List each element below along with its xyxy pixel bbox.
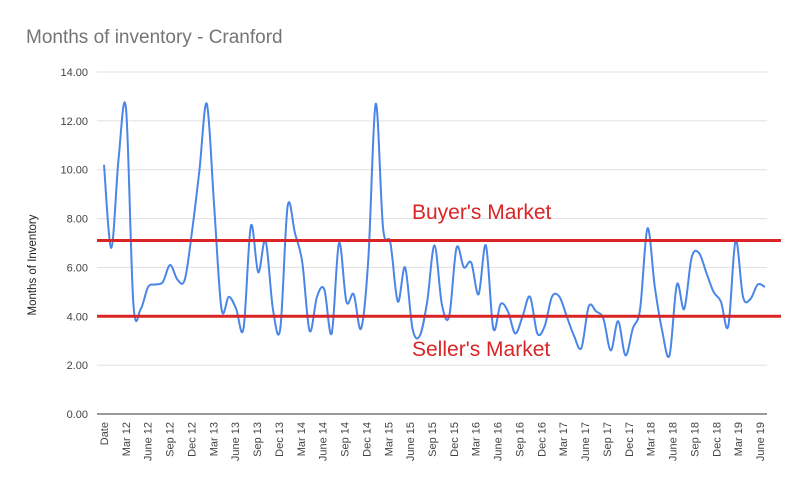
x-tick-label: June 15 [405,422,417,461]
x-tick-label: Dec 16 [536,422,548,457]
x-tick-label: Date [99,422,111,445]
x-tick-label: Dec 12 [186,422,198,457]
x-tick-label: June 17 [580,422,592,461]
x-tick-label: Mar 12 [121,422,133,456]
x-tick-label: Mar 18 [646,422,658,456]
y-tick-label: 12.00 [60,116,88,128]
y-tick-label: 10.00 [60,165,88,177]
x-tick-label: June 14 [318,422,330,461]
x-tick-label: Sep 15 [427,422,439,457]
x-tick-label: Dec 17 [624,422,636,457]
x-tick-label: Sep 13 [252,422,264,457]
y-tick-label: 2.00 [67,360,88,372]
x-tick-label: June 19 [755,422,767,461]
annotation-sellers-market: Seller's Market [412,338,551,361]
chart-title: Months of inventory - Cranford [26,27,283,48]
x-axis-ticks: Date Mar 12 June 12 Sep 12 Dec 12 Mar 13 June … [99,422,767,461]
x-tick-label: Dec 14 [361,422,373,457]
x-tick-label: Sep 16 [514,422,526,457]
x-tick-label: June 13 [230,422,242,461]
x-tick-label: Mar 15 [383,422,395,456]
series-line [103,101,766,359]
x-tick-label: Sep 18 [689,422,701,457]
y-tick-label: 14.00 [60,67,88,79]
x-tick-label: Mar 14 [296,422,308,456]
x-tick-label: June 18 [668,422,680,461]
annotation-buyers-market: Buyer's Market [412,201,552,224]
x-tick-label: Dec 18 [711,422,723,457]
x-tick-label: Mar 19 [733,422,745,456]
x-tick-label: Mar 17 [558,422,570,456]
x-tick-label: June 12 [143,422,155,461]
x-tick-label: Mar 16 [471,422,483,456]
y-tick-label: 8.00 [67,214,88,226]
gridlines [97,71,767,415]
x-tick-label: Sep 12 [165,422,177,457]
x-tick-label: Dec 15 [449,422,461,457]
x-tick-label: Sep 14 [340,422,352,457]
series-group [103,101,766,359]
y-tick-label: 6.00 [67,262,88,274]
y-axis-ticks: 0.00 2.00 4.00 6.00 8.00 10.00 12.00 14.00 [60,67,88,421]
x-tick-label: Sep 17 [602,422,614,457]
y-tick-label: 4.00 [67,311,88,323]
y-tick-label: 0.00 [67,409,88,421]
x-tick-label: June 16 [493,422,505,461]
x-tick-label: Mar 13 [208,422,220,456]
x-tick-label: Dec 13 [274,422,286,457]
reference-lines [97,239,781,318]
y-axis-label: Months of Inventory [27,214,39,316]
